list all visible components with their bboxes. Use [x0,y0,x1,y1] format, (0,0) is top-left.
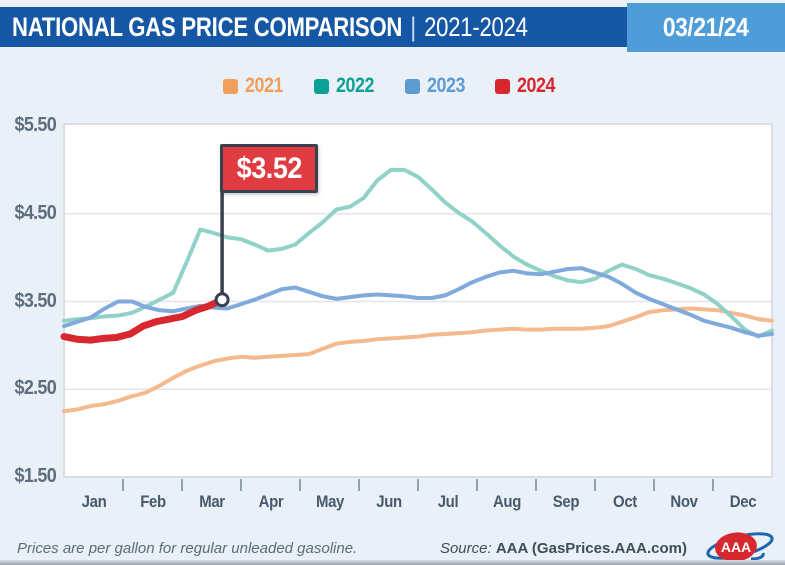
series-line-2024 [60,296,226,344]
legend-swatch-2022-icon [313,78,329,94]
bottom-edge-shadow [0,560,785,565]
y-axis-label-$5.50: $5.50 [14,114,57,136]
legend-label-2024: 2024 [517,74,556,97]
y-axis-label-$1.50: $1.50 [14,465,57,487]
price-callout-flag: $3.52 [220,144,319,193]
legend-swatch-2024-icon [495,78,511,94]
legend-label-2023: 2023 [426,74,465,97]
x-axis-label-may: May [315,492,344,511]
y-axis-label-$4.50: $4.50 [14,201,57,224]
y-axis-label-$3.50: $3.50 [14,289,57,312]
x-axis-label-dec: Dec [729,492,756,511]
chart-legend: 2021 2022 2023 2024 [0,74,785,98]
page-title: NATIONAL GAS PRICE COMPARISON | 2021-202… [12,7,528,47]
legend-item-2023: 2023 [404,74,472,98]
x-axis-label-feb: Feb [139,492,166,511]
aaa-logo-swoosh-front [750,552,765,561]
source-attribution: Source: AAA (GasPrices.AAA.com) [440,540,687,557]
aaa-logo-oval [715,532,757,562]
source-text: AAA (GasPrices.AAA.com) [495,540,687,557]
series-line-2022 [62,167,774,339]
x-axis-label-jul: Jul [437,492,458,511]
title-main: NATIONAL GAS PRICE COMPARISON [12,11,403,42]
legend-label-2021: 2021 [245,74,284,97]
x-axis-label-mar: Mar [198,492,225,511]
legend-swatch-2021-icon [223,78,239,94]
legend-label-2022: 2022 [335,74,374,97]
title-year-range: 2021-2024 [424,11,528,42]
y-axis-label-$2.50: $2.50 [14,377,57,400]
aaa-logo-text: AAA [721,539,751,555]
series-line-2021 [62,306,774,414]
source-prefix: Source: [439,540,492,557]
x-axis-label-jun: Jun [375,492,402,511]
x-axis-ticks [122,479,714,491]
title-separator: | [410,11,416,42]
legend-item-2024: 2024 [495,74,562,98]
x-axis-label-oct: Oct [612,492,637,511]
series-line-2023 [62,266,774,338]
x-axis-label-apr: Apr [258,492,283,511]
callout-marker-dot [214,292,230,308]
x-axis-label-jan: Jan [81,492,106,511]
legend-item-2022: 2022 [313,74,381,98]
legend-item-2021: 2021 [223,74,290,98]
x-axis-label-sep: Sep [552,492,579,511]
x-axis-label-nov: Nov [669,492,698,511]
report-date: 03/21/24 [663,12,749,42]
callout-price: $3.52 [236,151,302,185]
footnote: Prices are per gallon for regular unlead… [17,540,358,557]
series-lines [60,167,774,414]
report-date-badge: 03/21/24 [627,3,785,52]
x-axis-label-aug: Aug [492,492,521,511]
legend-swatch-2023-icon [404,78,420,94]
aaa-logo: AAA [706,532,774,562]
